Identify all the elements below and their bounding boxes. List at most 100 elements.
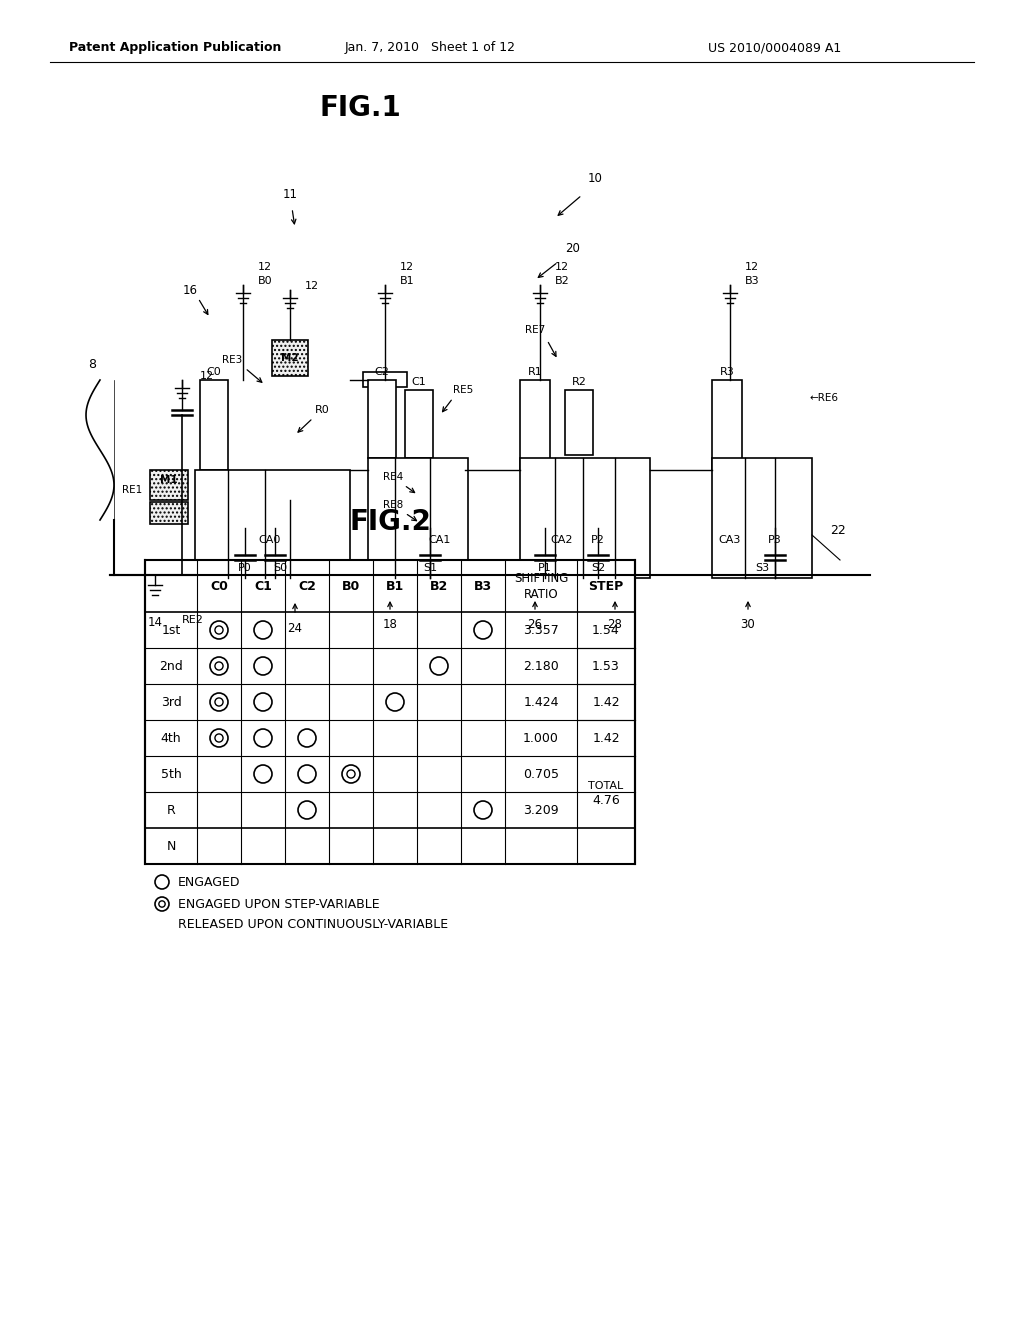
Text: RE1: RE1 [122, 484, 142, 495]
Text: RELEASED UPON CONTINUOUSLY-VARIABLE: RELEASED UPON CONTINUOUSLY-VARIABLE [178, 917, 449, 931]
Text: STEP: STEP [589, 579, 624, 593]
Bar [565, 389, 593, 455]
Text: R: R [167, 804, 175, 817]
Text: B0: B0 [342, 579, 360, 593]
Text: B3: B3 [745, 276, 760, 286]
Text: N: N [166, 840, 176, 853]
Text: B2: B2 [430, 579, 449, 593]
Text: 4th: 4th [161, 731, 181, 744]
Text: 16: 16 [182, 284, 198, 297]
Text: 1.53: 1.53 [592, 660, 620, 672]
Text: CA0: CA0 [259, 535, 282, 545]
Bar [712, 380, 742, 470]
Text: R0: R0 [315, 405, 330, 414]
Text: 1.000: 1.000 [523, 731, 559, 744]
Text: B1: B1 [400, 276, 415, 286]
Text: FIG.2: FIG.2 [349, 508, 431, 536]
Text: RATIO: RATIO [523, 587, 558, 601]
Text: SHIFTING: SHIFTING [514, 572, 568, 585]
Text: 8: 8 [88, 359, 96, 371]
Text: P0: P0 [239, 564, 252, 573]
Text: CA1: CA1 [429, 535, 452, 545]
Bar [712, 458, 812, 578]
Text: 20: 20 [565, 242, 580, 255]
Text: R3: R3 [720, 367, 734, 378]
Text: 5th: 5th [161, 767, 181, 780]
Text: 3.357: 3.357 [523, 623, 559, 636]
Text: Jan. 7, 2010   Sheet 1 of 12: Jan. 7, 2010 Sheet 1 of 12 [344, 41, 515, 54]
Text: R2: R2 [571, 378, 587, 387]
Text: TOTAL: TOTAL [589, 781, 624, 791]
Text: B2: B2 [555, 276, 569, 286]
Text: 3.209: 3.209 [523, 804, 559, 817]
Text: P3: P3 [768, 535, 782, 545]
Text: FIG.1: FIG.1 [319, 94, 400, 121]
Text: 1.424: 1.424 [523, 696, 559, 709]
Text: 28: 28 [607, 619, 623, 631]
Text: 12: 12 [400, 261, 414, 272]
Text: 22: 22 [830, 524, 846, 536]
Text: CA3: CA3 [719, 535, 741, 545]
Bar [362, 372, 407, 387]
Text: P2: P2 [591, 535, 605, 545]
Text: 2.180: 2.180 [523, 660, 559, 672]
Text: 14: 14 [148, 615, 163, 628]
Text: ENGAGED: ENGAGED [178, 875, 241, 888]
Text: 12: 12 [258, 261, 272, 272]
Text: C1: C1 [254, 579, 272, 593]
Bar [145, 560, 635, 865]
Bar [150, 470, 188, 500]
Text: RE2: RE2 [182, 615, 204, 624]
Text: S3: S3 [755, 564, 769, 573]
Bar [368, 458, 468, 578]
Text: RE5: RE5 [453, 385, 473, 395]
Text: 12: 12 [200, 371, 214, 381]
Text: 12: 12 [745, 261, 759, 272]
Text: RE4: RE4 [383, 473, 403, 482]
Text: 0.705: 0.705 [523, 767, 559, 780]
Bar [195, 470, 350, 578]
Text: S0: S0 [273, 564, 287, 573]
Text: C2: C2 [375, 367, 389, 378]
Bar [368, 380, 396, 458]
Text: 1.42: 1.42 [592, 731, 620, 744]
Text: CA2: CA2 [551, 535, 573, 545]
Text: 4.76: 4.76 [592, 793, 620, 807]
Text: S2: S2 [591, 564, 605, 573]
Text: RE3: RE3 [222, 355, 242, 366]
Text: C0: C0 [210, 579, 228, 593]
Text: C2: C2 [298, 579, 316, 593]
Text: 18: 18 [383, 619, 397, 631]
Text: ←RE6: ←RE6 [810, 393, 839, 403]
Text: US 2010/0004089 A1: US 2010/0004089 A1 [709, 41, 842, 54]
Text: 12: 12 [305, 281, 319, 290]
Text: M2: M2 [282, 352, 299, 363]
Text: 30: 30 [740, 619, 756, 631]
Text: 12: 12 [555, 261, 569, 272]
Text: R1: R1 [527, 367, 543, 378]
Text: 24: 24 [288, 622, 302, 635]
Text: 26: 26 [527, 619, 543, 631]
Text: C1: C1 [412, 378, 426, 387]
Bar [272, 341, 308, 376]
Text: RE7: RE7 [524, 325, 545, 335]
Text: C0: C0 [207, 367, 221, 378]
Text: S1: S1 [423, 564, 437, 573]
Text: 1.42: 1.42 [592, 696, 620, 709]
Bar [406, 389, 433, 458]
Text: 10: 10 [588, 172, 603, 185]
Text: RE8: RE8 [383, 500, 403, 510]
Text: 3rd: 3rd [161, 696, 181, 709]
Text: B3: B3 [474, 579, 493, 593]
Bar [150, 502, 188, 524]
Text: B0: B0 [258, 276, 272, 286]
Bar [520, 380, 550, 470]
Text: P1: P1 [539, 564, 552, 573]
Text: 1st: 1st [162, 623, 180, 636]
Text: 2nd: 2nd [159, 660, 183, 672]
Text: Patent Application Publication: Patent Application Publication [69, 41, 282, 54]
Text: 1.54: 1.54 [592, 623, 620, 636]
Text: M1: M1 [160, 475, 178, 484]
Text: B1: B1 [386, 579, 404, 593]
Bar [520, 458, 650, 578]
